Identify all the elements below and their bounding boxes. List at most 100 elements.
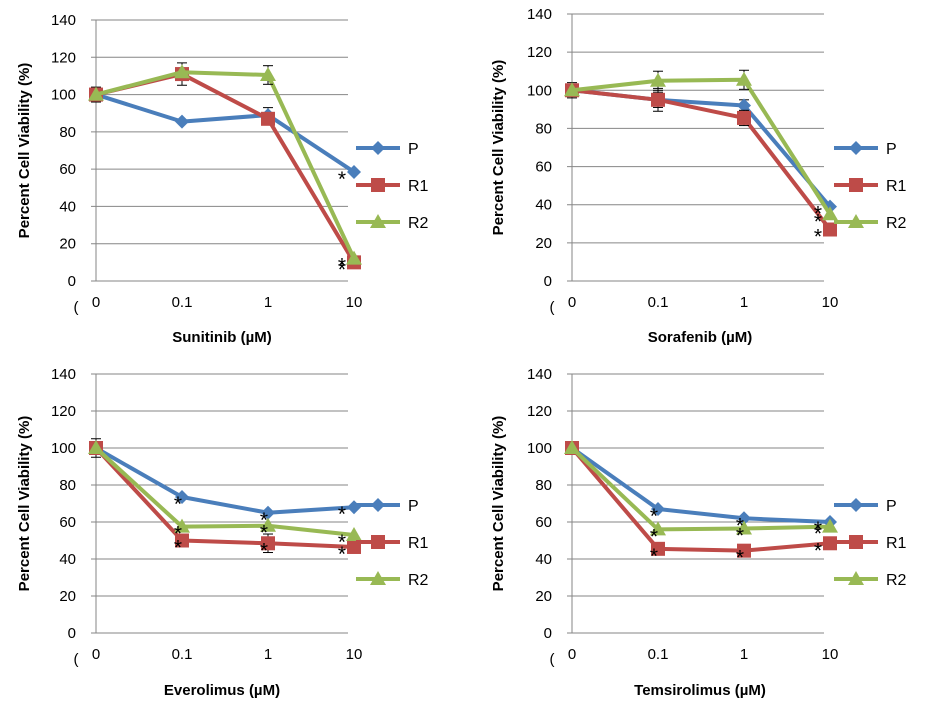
significance-asterisk: * [814,518,822,541]
data-point-P [175,490,189,505]
data-point-R1 [737,543,751,558]
series-line-R2 [94,446,355,537]
x-tick-label: 1 [740,646,748,663]
legend-marker-R1 [371,535,385,549]
x-tick-label: 0 [92,294,100,311]
y-tick-label: 40 [535,197,552,214]
significance-asterisk: * [814,210,822,233]
y-axis-title: Percent Cell Viability (%) [490,60,507,236]
data-point-R2 [174,518,190,533]
data-point-R2 [88,440,104,454]
data-point-R1 [651,541,665,556]
y-tick-label: 80 [535,120,552,137]
y-tick-label: 120 [527,403,552,420]
data-point-R1 [737,110,751,125]
legend-marker-R2 [848,214,864,228]
significance-asterisk: * [174,537,182,560]
y-tick-label: 120 [527,44,552,61]
data-point-P [651,502,665,517]
significance-asterisk: * [338,543,346,566]
legend-marker-R1 [849,535,863,549]
y-tick-label: 60 [59,161,76,178]
y-tick-label: 40 [59,198,76,215]
series-line-P [95,446,355,515]
y-tick-label: 20 [535,235,552,252]
legend-label-P: P [886,498,897,515]
series-line-R2 [95,70,356,260]
y-tick-label: 80 [59,124,76,141]
y-tick-label: 100 [51,87,76,104]
y-tick-label: 140 [51,12,76,29]
y-tick-label: 0 [544,625,552,642]
y-tick-label: 140 [527,6,552,23]
significance-asterisk: * [338,531,346,554]
significance-asterisk: * [338,168,346,191]
x-tick-label: 0.1 [172,646,193,663]
y-tick-label: 80 [535,477,552,494]
legend-label-R2: R2 [886,572,907,589]
series-line-R1 [94,446,355,549]
legend-label-P: P [408,141,419,158]
y-tick-label: 60 [535,514,552,531]
x-axis-title: Sunitinib (µM) [172,329,271,346]
chart-panel-3: 0 20 40 60 80 100 120 140 0 (0.1 1 10 Percent Cell V… [16,366,429,699]
y-tick-label: 20 [535,588,552,605]
y-axis-title: Percent Cell Viability (%) [16,63,33,239]
x-tick-clipped-label: ( [550,299,555,316]
data-point-R2 [260,66,276,81]
x-tick-label: 0 [568,646,576,663]
data-point-R2 [650,72,666,87]
x-tick-label: 0.1 [172,294,193,311]
significance-asterisk: * [814,203,822,226]
significance-asterisk: * [338,255,346,278]
data-point-R1 [261,111,275,126]
data-point-R2 [564,82,580,97]
y-tick-label: 60 [535,159,552,176]
significance-asterisk: * [650,505,658,528]
data-point-R1 [651,92,665,107]
x-tick-label: 10 [346,294,363,311]
legend-marker-P [371,498,385,512]
data-point-R2 [736,71,752,86]
significance-asterisk: * [814,539,822,562]
legend-marker-R2 [370,571,386,585]
y-tick-label: 100 [527,82,552,99]
y-tick-label: 100 [527,440,552,457]
significance-asterisk: * [736,514,744,537]
x-tick-label: 10 [822,646,839,663]
data-point-R2 [346,526,362,541]
x-tick-clipped-label: ( [74,651,79,668]
legend-label-R1: R1 [886,178,907,195]
y-tick-label: 140 [527,366,552,383]
y-tick-label: 60 [59,514,76,531]
y-tick-label: 20 [59,588,76,605]
data-point-R1 [823,536,837,551]
x-tick-label: 0.1 [648,294,669,311]
data-point-R1 [823,222,837,237]
series-line-R2 [570,446,831,532]
data-point-R2 [260,517,276,532]
data-point-P [737,511,751,526]
legend-marker-P [849,141,863,155]
y-axis-title: Percent Cell Viability (%) [16,416,33,592]
legend-label-R1: R1 [408,178,429,195]
chart-panel-4: 0 20 40 60 80 100 120 140 0 (0.1 1 10 Percent Cell V… [490,366,907,699]
legend-marker-P [849,498,863,512]
data-point-P [347,164,361,179]
data-point-P [347,500,361,515]
data-point-R2 [346,250,362,265]
legend-label-R1: R1 [886,535,907,552]
x-tick-label: 10 [346,646,363,663]
legend-label-R2: R2 [408,572,429,589]
x-axis-title: Everolimus (µM) [164,682,280,699]
significance-asterisk: * [260,539,268,562]
y-tick-label: 20 [59,236,76,253]
y-axis-title: Percent Cell Viability (%) [490,416,507,592]
data-point-R2 [736,520,752,535]
y-tick-label: 120 [51,403,76,420]
data-point-R2 [650,521,666,536]
y-tick-label: 0 [68,625,76,642]
data-point-P [737,98,751,113]
x-tick-clipped-label: ( [550,651,555,668]
legend-label-P: P [408,498,419,515]
